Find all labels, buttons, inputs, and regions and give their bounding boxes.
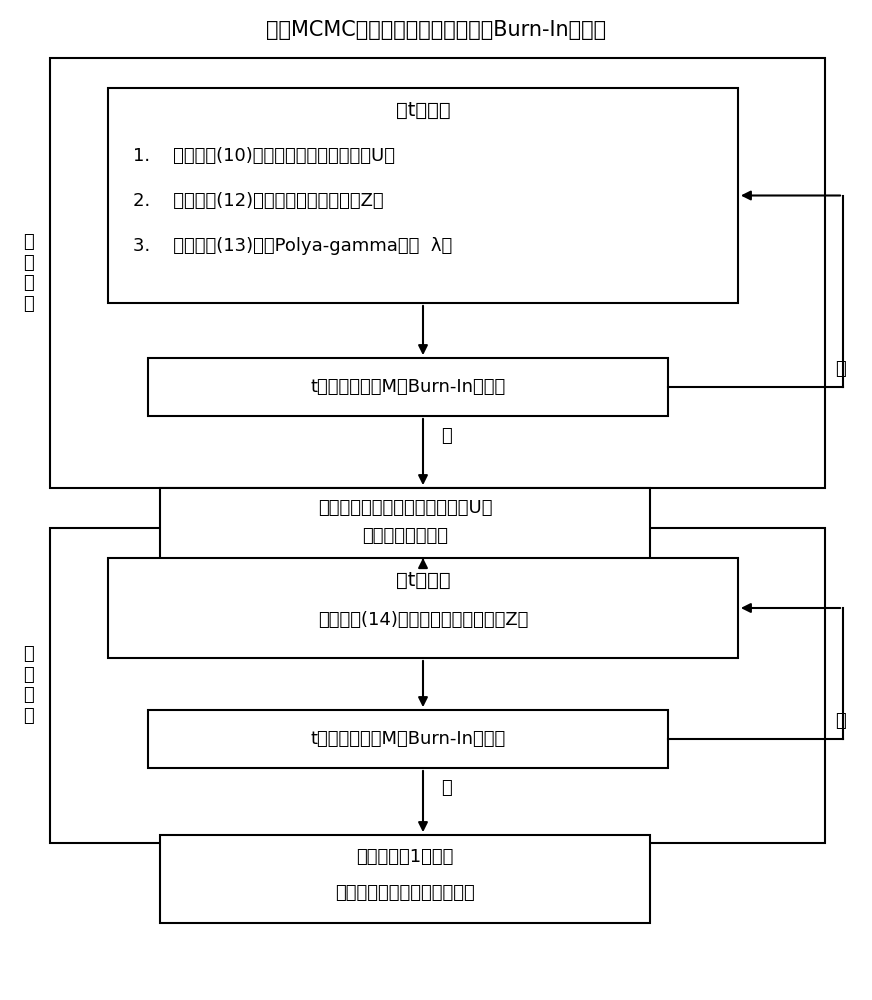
Text: 按照公式(14)采样测试样本的隐话题Z；: 按照公式(14)采样测试样本的隐话题Z； <box>317 611 528 629</box>
Text: 是: 是 <box>835 360 846 378</box>
Text: 第t轮迭代: 第t轮迭代 <box>396 570 450 589</box>
Text: 训
练
过
程: 训 练 过 程 <box>23 233 33 313</box>
Text: 否: 否 <box>441 779 452 797</box>
Bar <box>50 528 825 843</box>
Bar <box>50 58 825 488</box>
Text: 第t轮迭代: 第t轮迭代 <box>396 101 450 119</box>
Text: 基于MCMC采样的后验推理（采样的Burn-In过程）: 基于MCMC采样的后验推理（采样的Burn-In过程） <box>266 20 606 40</box>
Text: 新文档与其他文档的链接关系: 新文档与其他文档的链接关系 <box>335 884 475 902</box>
Text: 根据公式（1）预测: 根据公式（1）预测 <box>357 848 453 866</box>
Text: 测
试
过
程: 测 试 过 程 <box>23 645 33 725</box>
Bar <box>148 710 668 768</box>
Text: 是: 是 <box>835 712 846 730</box>
Text: 3.    按照公式(13)采样Polya-gamma变量  λ；: 3. 按照公式(13)采样Polya-gamma变量 λ； <box>133 237 453 255</box>
Text: 否: 否 <box>441 427 452 445</box>
Text: 1.    按照公式(10)采样预测模型隐权值矩阵U；: 1. 按照公式(10)采样预测模型隐权值矩阵U； <box>133 147 395 165</box>
Text: t是否小于常数M（Burn-In次数）: t是否小于常数M（Burn-In次数） <box>310 378 506 396</box>
Bar <box>160 488 650 560</box>
Text: 保存训练模型得到的隐权值矩阵U的: 保存训练模型得到的隐权值矩阵U的 <box>317 499 493 517</box>
Text: 2.    按照公式(12)采样训练样本的隐话题Z；: 2. 按照公式(12)采样训练样本的隐话题Z； <box>133 192 384 210</box>
Bar <box>160 835 650 923</box>
Text: 后验分布采样值；: 后验分布采样值； <box>362 527 448 545</box>
Bar <box>108 558 738 658</box>
Text: t是否小于常数M（Burn-In次数）: t是否小于常数M（Burn-In次数） <box>310 730 506 748</box>
Bar <box>148 358 668 416</box>
Bar <box>108 88 738 303</box>
